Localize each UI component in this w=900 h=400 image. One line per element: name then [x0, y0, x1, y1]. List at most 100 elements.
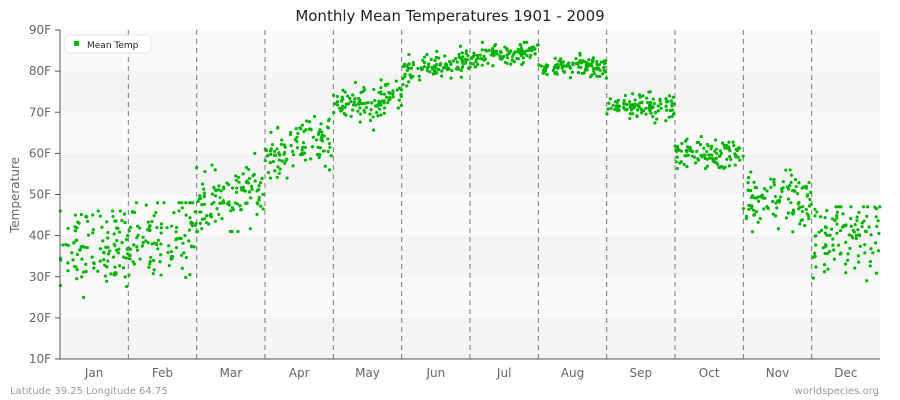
data-point: [753, 212, 757, 216]
data-point: [379, 103, 383, 107]
data-point: [114, 248, 119, 252]
data-point: [379, 113, 383, 117]
footer-site[interactable]: worldspecies.org: [795, 386, 879, 397]
data-point: [98, 259, 102, 263]
data-point: [874, 215, 878, 219]
data-point: [391, 95, 395, 99]
data-point: [745, 214, 749, 218]
data-point: [422, 64, 427, 69]
data-point: [100, 225, 104, 229]
data-point: [772, 183, 777, 187]
data-point: [159, 273, 163, 277]
data-point: [702, 153, 706, 157]
y-axis-label: Temperature: [8, 157, 22, 234]
data-point: [854, 233, 858, 238]
data-point: [711, 157, 715, 161]
data-point: [78, 248, 82, 252]
data-point: [371, 128, 376, 132]
data-point: [555, 62, 559, 67]
data-point: [374, 111, 379, 115]
data-point: [817, 230, 821, 234]
data-point: [788, 168, 792, 172]
data-point: [159, 231, 163, 235]
data-point: [75, 252, 79, 257]
data-point: [249, 196, 253, 200]
data-point: [332, 93, 336, 97]
data-point: [327, 117, 331, 121]
data-point: [869, 247, 873, 251]
data-point: [80, 244, 84, 248]
data-point: [747, 207, 751, 212]
data-point: [132, 262, 136, 266]
data-point: [105, 279, 109, 283]
data-point: [247, 176, 252, 181]
data-point: [136, 224, 140, 228]
data-point: [105, 265, 109, 269]
data-point: [368, 112, 372, 116]
data-point: [249, 184, 254, 188]
data-point: [264, 147, 268, 152]
data-point: [335, 103, 340, 107]
data-point: [851, 228, 855, 233]
data-point: [521, 56, 525, 60]
data-point: [429, 57, 433, 62]
data-point: [801, 205, 805, 209]
data-point: [91, 213, 95, 217]
data-point: [72, 241, 76, 245]
data-point: [141, 235, 145, 239]
data-point: [512, 51, 517, 55]
data-point: [835, 231, 839, 235]
data-point: [98, 214, 102, 218]
data-point: [204, 221, 209, 225]
data-point: [323, 164, 327, 168]
data-point: [615, 100, 619, 104]
data-point: [771, 199, 775, 204]
data-point: [786, 187, 791, 191]
data-point: [182, 251, 186, 255]
data-point: [861, 205, 866, 209]
data-point: [648, 103, 652, 108]
data-point: [155, 201, 160, 205]
data-point: [734, 153, 738, 157]
data-point: [625, 107, 629, 112]
data-point: [460, 60, 464, 64]
data-point: [218, 195, 222, 200]
data-point: [271, 159, 275, 164]
data-point: [762, 187, 767, 191]
data-point: [76, 220, 80, 224]
data-point: [825, 233, 829, 237]
data-point: [789, 201, 793, 205]
data-point: [217, 184, 221, 188]
data-point: [609, 106, 613, 110]
data-point: [808, 197, 812, 202]
data-point: [813, 214, 817, 218]
data-point: [574, 61, 578, 66]
data-point: [314, 138, 319, 142]
data-point: [753, 185, 757, 190]
data-point: [73, 213, 78, 217]
data-point: [304, 119, 309, 123]
data-point: [273, 169, 277, 173]
data-point: [858, 244, 862, 248]
data-point: [159, 222, 164, 226]
data-point: [272, 149, 277, 154]
data-point: [277, 158, 281, 162]
data-point: [823, 251, 827, 256]
data-point: [521, 61, 525, 65]
data-point: [651, 97, 655, 101]
data-point: [343, 105, 347, 109]
data-point: [705, 157, 709, 161]
data-point: [202, 202, 207, 207]
x-tick-label: Dec: [834, 366, 857, 380]
data-point: [181, 241, 185, 245]
data-point: [373, 98, 377, 103]
data-point: [96, 269, 100, 273]
data-point: [363, 110, 367, 114]
data-point: [203, 217, 207, 221]
data-point: [150, 242, 154, 246]
data-point: [855, 218, 859, 223]
data-point: [405, 68, 410, 72]
data-point: [155, 225, 159, 230]
data-point: [319, 136, 324, 140]
data-point: [120, 218, 124, 223]
